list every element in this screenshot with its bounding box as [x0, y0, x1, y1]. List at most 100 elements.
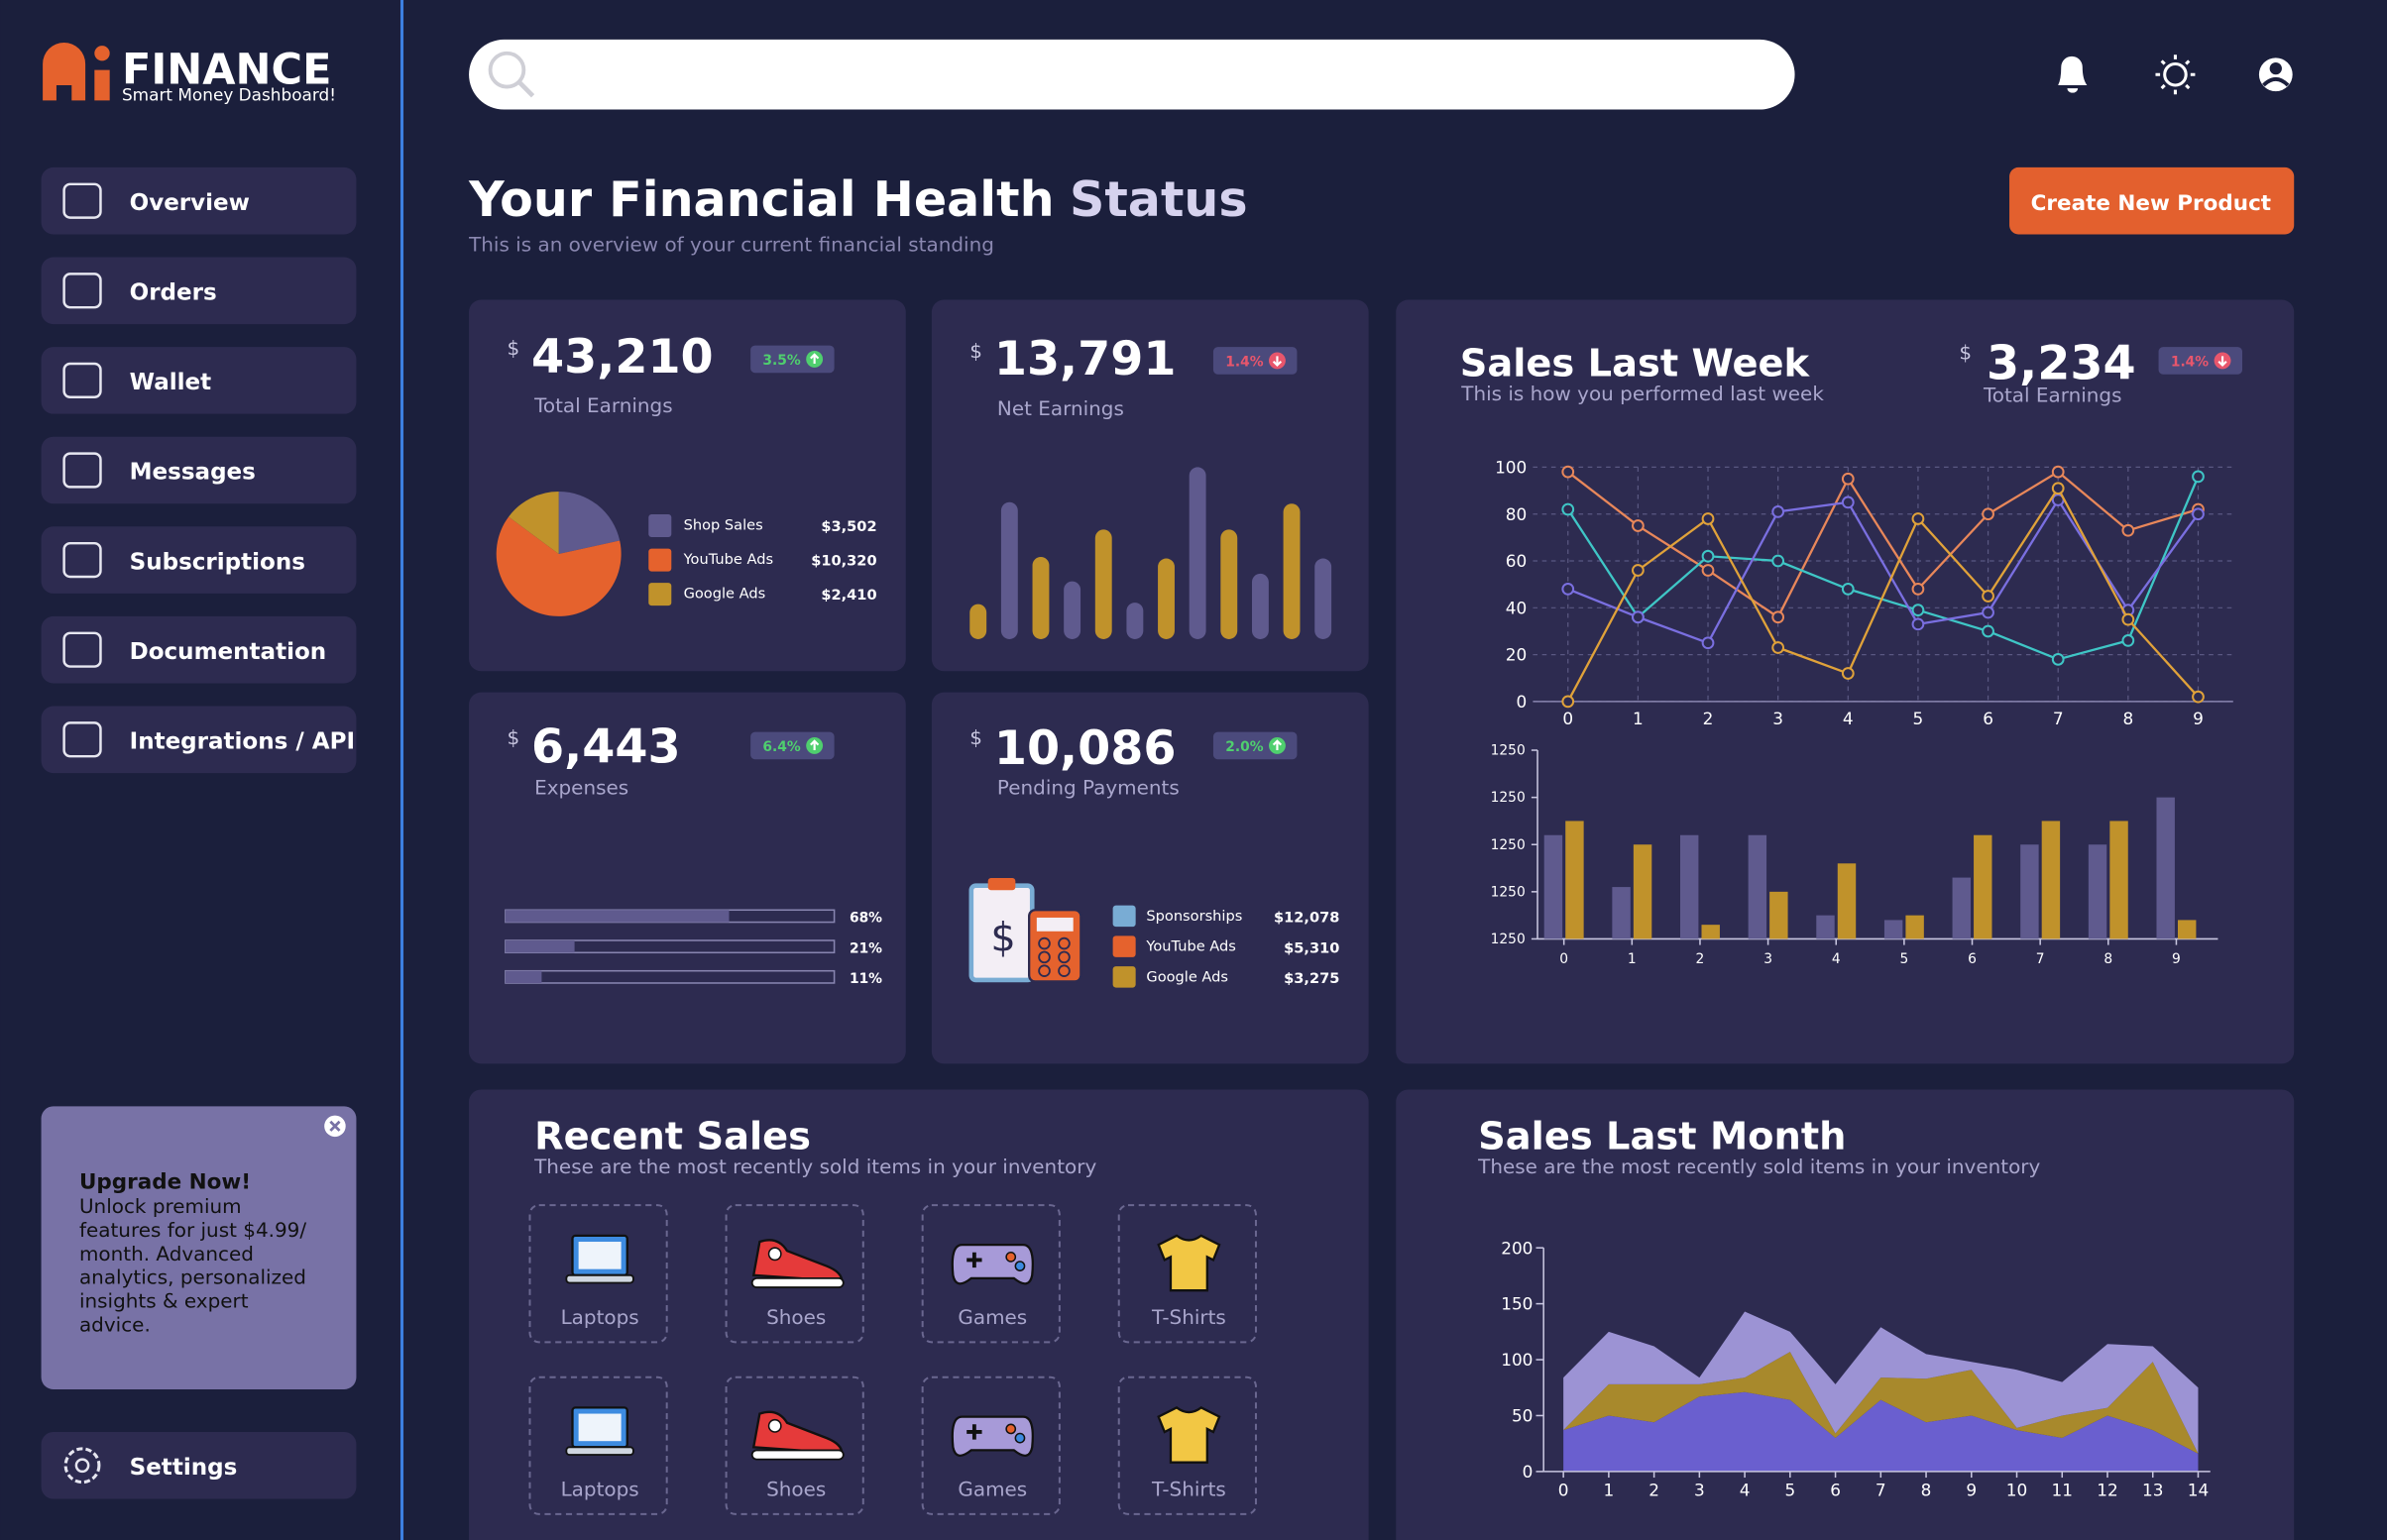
bar — [2088, 844, 2107, 939]
stat-value: 6,443 — [531, 719, 681, 774]
point — [1911, 604, 1925, 617]
legend-value: $2,410 — [821, 587, 876, 604]
point — [1632, 610, 1645, 624]
stat-value: 3,234 — [1987, 336, 2136, 390]
item-tile[interactable] — [528, 1375, 668, 1515]
create-button[interactable] — [2009, 166, 2295, 235]
calculator-key — [1038, 964, 1051, 977]
legend-swatch — [1112, 966, 1136, 988]
bar — [2109, 821, 2128, 939]
legend-value: $10,320 — [811, 552, 876, 569]
logo-dot — [94, 46, 110, 61]
x-tick-label: 9 — [1966, 1480, 1977, 1499]
close-icon — [329, 1120, 341, 1132]
menu-item[interactable] — [41, 166, 357, 235]
point — [2192, 507, 2205, 521]
legend-swatch — [1112, 935, 1136, 957]
point — [1771, 554, 1785, 568]
point — [2121, 523, 2135, 537]
settings-item[interactable] — [41, 1431, 357, 1499]
x-tick-label: 0 — [1562, 709, 1573, 728]
y-tick-label: 80 — [1506, 504, 1527, 524]
bar — [1837, 863, 1857, 939]
x-tick-label: 5 — [1899, 951, 1908, 967]
shoe-badge — [767, 1247, 782, 1262]
clipboard-clip — [987, 878, 1016, 891]
x-tick-label: 5 — [1784, 1480, 1795, 1499]
bar — [1251, 573, 1269, 639]
upgrade-text: advice. — [79, 1313, 151, 1337]
user-head — [2269, 61, 2282, 75]
menu-label: Wallet — [130, 370, 211, 395]
bar — [1158, 558, 1175, 639]
upgrade-title: Upgrade Now! — [79, 1169, 251, 1194]
settings-label: Settings — [130, 1455, 238, 1481]
menu-item[interactable] — [41, 526, 357, 594]
menu-item[interactable] — [41, 706, 357, 774]
line — [1566, 476, 2200, 661]
item-tile[interactable] — [725, 1204, 864, 1344]
stat-label: Expenses — [534, 776, 628, 800]
x-tick-label: 6 — [1983, 709, 1993, 728]
x-tick-label: 5 — [1913, 709, 1924, 728]
item-label: Laptops — [561, 1305, 639, 1329]
item-label: T-Shirts — [1151, 1305, 1226, 1329]
x-tick-label: 0 — [1558, 1480, 1569, 1499]
item-tile[interactable] — [725, 1375, 864, 1515]
bell-icon[interactable] — [2058, 55, 2088, 93]
item-label: Laptops — [561, 1477, 639, 1500]
trend-arrow — [810, 353, 820, 365]
x-tick-label: 7 — [1876, 1480, 1886, 1499]
point — [1701, 636, 1715, 650]
badge-label: 2.0% — [1225, 739, 1263, 755]
x-tick-label: 8 — [2122, 709, 2133, 728]
item-label: T-Shirts — [1151, 1477, 1226, 1500]
theme-icon[interactable] — [2163, 61, 2188, 87]
menu-item[interactable] — [41, 347, 357, 414]
point — [1982, 605, 1994, 619]
point — [1701, 564, 1715, 577]
dollar-icon: $ — [990, 916, 1015, 961]
card-title: Sales Last Week — [1460, 341, 1811, 385]
x-tick-label: 2 — [1648, 1480, 1659, 1499]
x-tick-label: 8 — [2103, 951, 2112, 967]
item-tile[interactable] — [921, 1204, 1061, 1344]
x-tick-label: 11 — [2052, 1480, 2073, 1499]
item-tile[interactable] — [1117, 1204, 1257, 1344]
progress-fill — [505, 910, 730, 923]
card-subtitle: This is how you performed last week — [1460, 382, 1824, 405]
menu-item[interactable] — [41, 257, 357, 325]
laptop-screen — [578, 1413, 622, 1442]
menu-item[interactable] — [41, 436, 357, 504]
stat-label: Net Earnings — [997, 396, 1124, 420]
bar — [1816, 915, 1835, 939]
search-box[interactable] — [469, 39, 1795, 110]
trend-arrow — [1272, 356, 1283, 368]
legend-label: Shop Sales — [684, 516, 763, 533]
point — [2192, 690, 2205, 704]
progress-label: 11% — [850, 971, 882, 987]
x-tick-label: 14 — [2188, 1480, 2209, 1499]
menu-item[interactable] — [41, 615, 357, 684]
menu-label: Documentation — [130, 639, 327, 665]
point — [1561, 502, 1575, 516]
y-tick-label: 40 — [1506, 598, 1527, 617]
gamepad-button — [1005, 1423, 1017, 1435]
legend-value: $12,078 — [1274, 910, 1339, 927]
y-tick-label: 1250 — [1491, 932, 1526, 947]
x-tick-label: 4 — [1843, 709, 1854, 728]
item-tile[interactable] — [1117, 1375, 1257, 1515]
x-tick-label: 1 — [1628, 951, 1637, 967]
legend-value: $3,502 — [821, 518, 876, 535]
bar — [1314, 558, 1332, 639]
menu-label: Orders — [130, 280, 217, 306]
stat-value: 13,791 — [994, 332, 1177, 386]
line — [1567, 470, 2199, 619]
item-tile[interactable] — [921, 1375, 1061, 1515]
bar — [1064, 581, 1081, 639]
x-tick-label: 6 — [1968, 951, 1977, 967]
item-tile[interactable] — [528, 1204, 668, 1344]
x-tick-label: 6 — [1830, 1480, 1841, 1499]
legend-label: Google Ads — [684, 585, 766, 602]
